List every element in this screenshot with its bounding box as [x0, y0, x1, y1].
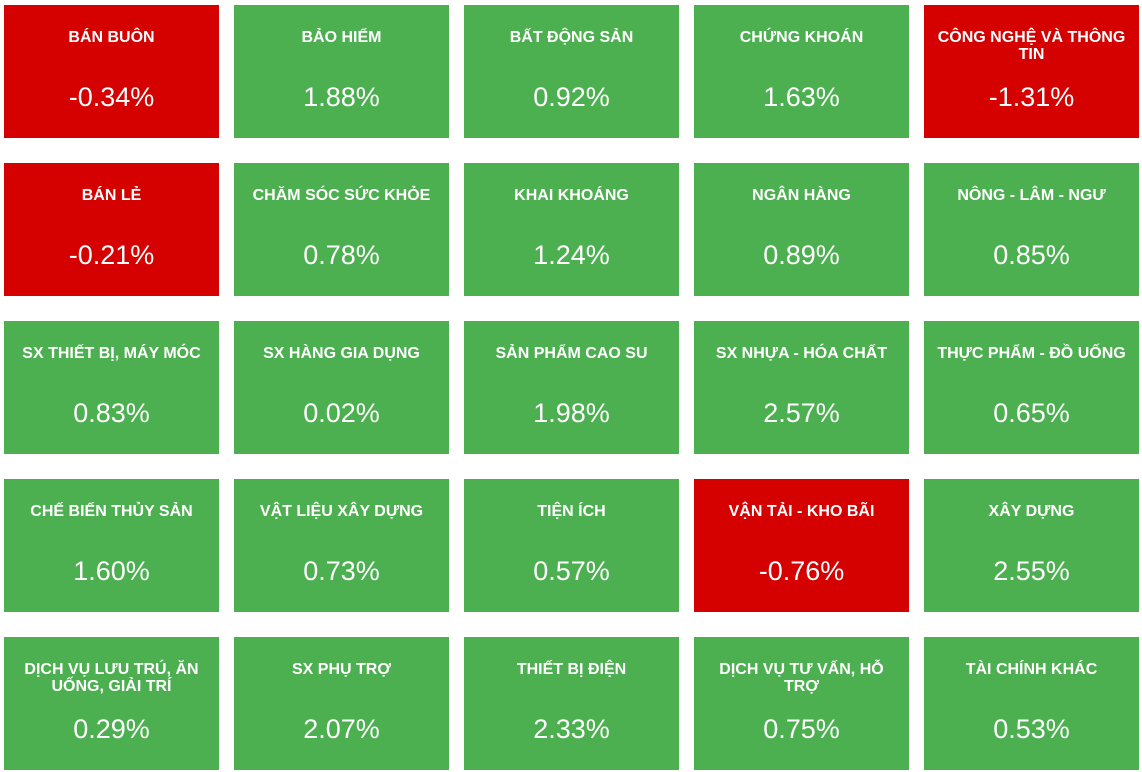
- sector-name: CHĂM SÓC SỨC KHỎE: [252, 187, 431, 204]
- sector-change: 0.73%: [303, 556, 380, 586]
- sector-name: SX THIẾT BỊ, MÁY MÓC: [22, 345, 201, 362]
- sector-name: CÔNG NGHỆ VÀ THÔNG TIN: [937, 29, 1126, 63]
- sector-tile[interactable]: VẬN TẢI - KHO BÃI -0.76%: [694, 479, 909, 612]
- sector-tile[interactable]: SX HÀNG GIA DỤNG 0.02%: [234, 321, 449, 454]
- sector-name: CHẾ BIẾN THỦY SẢN: [30, 503, 193, 520]
- sector-name: NÔNG - LÂM - NGƯ: [957, 187, 1106, 204]
- sector-change: -0.34%: [68, 82, 155, 112]
- sector-change: 0.92%: [533, 82, 610, 112]
- sector-tile[interactable]: DỊCH VỤ TƯ VẤN, HỖ TRỢ 0.75%: [694, 637, 909, 770]
- sector-tile[interactable]: CHĂM SÓC SỨC KHỎE 0.78%: [234, 163, 449, 296]
- sector-name: DỊCH VỤ LƯU TRÚ, ĂN UỐNG, GIẢI TRÍ: [24, 661, 199, 695]
- sector-name: VẬT LIỆU XÂY DỰNG: [259, 503, 424, 520]
- sector-tile[interactable]: THIẾT BỊ ĐIỆN 2.33%: [464, 637, 679, 770]
- sector-tile[interactable]: BÁN LẺ -0.21%: [4, 163, 219, 296]
- sector-name: SX HÀNG GIA DỤNG: [263, 345, 420, 362]
- sector-change: -1.31%: [988, 82, 1075, 112]
- sector-change: 2.55%: [993, 556, 1070, 586]
- sector-change: 0.78%: [303, 240, 380, 270]
- sector-tile[interactable]: SX PHỤ TRỢ 2.07%: [234, 637, 449, 770]
- sector-tile[interactable]: DỊCH VỤ LƯU TRÚ, ĂN UỐNG, GIẢI TRÍ 0.29%: [4, 637, 219, 770]
- sector-name: VẬN TẢI - KHO BÃI: [728, 503, 875, 520]
- sector-tile[interactable]: SẢN PHẨM CAO SU 1.98%: [464, 321, 679, 454]
- sector-change: 2.07%: [303, 714, 380, 744]
- sector-change: 0.85%: [993, 240, 1070, 270]
- sector-name: SẢN PHẨM CAO SU: [495, 345, 648, 362]
- sector-name: THỰC PHẨM - ĐỒ UỐNG: [937, 345, 1126, 362]
- sector-name: THIẾT BỊ ĐIỆN: [516, 661, 627, 678]
- sector-tile[interactable]: TIỆN ÍCH 0.57%: [464, 479, 679, 612]
- sector-tile[interactable]: THỰC PHẨM - ĐỒ UỐNG 0.65%: [924, 321, 1139, 454]
- sector-change: 0.75%: [763, 714, 840, 744]
- sector-tile[interactable]: BẢO HIỂM 1.88%: [234, 5, 449, 138]
- sector-change: 0.29%: [73, 714, 150, 744]
- sector-tile[interactable]: TÀI CHÍNH KHÁC 0.53%: [924, 637, 1139, 770]
- sector-change: 1.24%: [533, 240, 610, 270]
- sector-change: 0.57%: [533, 556, 610, 586]
- sector-tile[interactable]: VẬT LIỆU XÂY DỰNG 0.73%: [234, 479, 449, 612]
- sector-tile[interactable]: KHAI KHOÁNG 1.24%: [464, 163, 679, 296]
- sector-change: -0.21%: [68, 240, 155, 270]
- sector-change: 2.33%: [533, 714, 610, 744]
- sector-tile[interactable]: CHẾ BIẾN THỦY SẢN 1.60%: [4, 479, 219, 612]
- sector-name: TÀI CHÍNH KHÁC: [965, 661, 1098, 678]
- sector-name: BẤT ĐỘNG SẢN: [509, 29, 634, 46]
- sector-tile[interactable]: NGÂN HÀNG 0.89%: [694, 163, 909, 296]
- sector-change: 1.63%: [763, 82, 840, 112]
- sector-change: 1.60%: [73, 556, 150, 586]
- sector-name: BÁN BUÔN: [68, 29, 155, 46]
- sector-tile[interactable]: XÂY DỰNG 2.55%: [924, 479, 1139, 612]
- sector-heatmap-grid: BÁN BUÔN -0.34% BẢO HIỂM 1.88% BẤT ĐỘNG …: [4, 5, 1139, 770]
- sector-change: -0.76%: [758, 556, 845, 586]
- sector-name: CHỨNG KHOÁN: [739, 29, 864, 46]
- sector-tile[interactable]: CHỨNG KHOÁN 1.63%: [694, 5, 909, 138]
- sector-change: 0.89%: [763, 240, 840, 270]
- sector-change: 0.53%: [993, 714, 1070, 744]
- sector-tile[interactable]: SX THIẾT BỊ, MÁY MÓC 0.83%: [4, 321, 219, 454]
- sector-change: 2.57%: [763, 398, 840, 428]
- sector-tile[interactable]: SX NHỰA - HÓA CHẤT 2.57%: [694, 321, 909, 454]
- sector-name: NGÂN HÀNG: [752, 187, 851, 204]
- sector-name: SX NHỰA - HÓA CHẤT: [715, 345, 888, 362]
- sector-name: SX PHỤ TRỢ: [292, 661, 391, 678]
- sector-name: XÂY DỰNG: [988, 503, 1075, 520]
- sector-tile[interactable]: BÁN BUÔN -0.34%: [4, 5, 219, 138]
- sector-name: KHAI KHOÁNG: [514, 187, 629, 204]
- sector-name: TIỆN ÍCH: [537, 503, 606, 520]
- sector-name: BẢO HIỂM: [301, 29, 382, 46]
- sector-change: 1.98%: [533, 398, 610, 428]
- sector-tile[interactable]: CÔNG NGHỆ VÀ THÔNG TIN -1.31%: [924, 5, 1139, 138]
- sector-tile[interactable]: BẤT ĐỘNG SẢN 0.92%: [464, 5, 679, 138]
- sector-change: 0.65%: [993, 398, 1070, 428]
- sector-name: BÁN LẺ: [81, 187, 142, 204]
- sector-change: 0.83%: [73, 398, 150, 428]
- sector-change: 0.02%: [303, 398, 380, 428]
- sector-name: DỊCH VỤ TƯ VẤN, HỖ TRỢ: [719, 661, 884, 695]
- sector-tile[interactable]: NÔNG - LÂM - NGƯ 0.85%: [924, 163, 1139, 296]
- sector-change: 1.88%: [303, 82, 380, 112]
